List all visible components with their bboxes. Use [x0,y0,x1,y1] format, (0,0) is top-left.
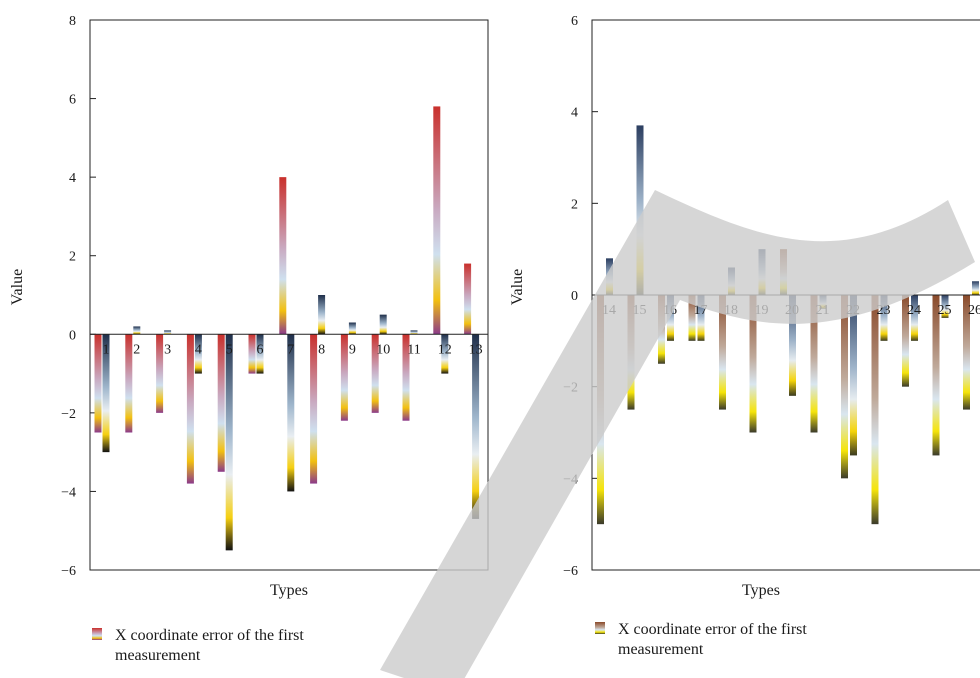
category-label: 2 [133,342,140,357]
category-label: 10 [376,342,390,357]
bar-2-s2 [133,326,141,335]
bar-24-s2 [911,295,918,341]
bar-6-s2 [256,334,264,374]
y-tick-label: 8 [69,14,76,29]
bar-16-s2 [667,295,674,341]
bar-8-s2 [318,295,326,335]
bar-25-s1 [932,295,940,456]
bar-4-s2 [194,334,202,374]
bar-5-s1 [217,334,225,472]
bar-6-s1 [248,334,256,374]
legend-label: X coordinate error of the first [618,621,807,638]
bar-17-s1 [688,295,696,341]
y-tick-label: 4 [571,106,578,121]
bar-5-s2 [225,334,233,551]
y-tick-label: 0 [69,328,76,343]
bar-13-s1 [464,263,472,335]
bar-15-s2 [636,125,644,296]
category-label: 13 [469,342,483,357]
bar-22-s1 [841,295,848,479]
category-label: 6 [257,342,264,357]
bar-19-s1 [749,295,757,433]
bar-18-s1 [719,295,726,410]
y-tick-label: 2 [69,250,76,265]
category-label: 3 [164,342,171,357]
y-tick-label: −2 [61,407,76,422]
category-label: 24 [907,303,921,318]
legend-label: X coordinate error of the first [115,627,304,644]
bar-9-s1 [340,334,348,421]
bar-26-s1 [963,295,970,410]
y-tick-label: 2 [571,197,578,212]
y-axis-label: Value [509,269,526,305]
y-axis-label: Value [9,269,26,305]
y-tick-label: 0 [571,289,578,304]
bar-1-s1 [94,334,102,433]
bar-12-s1 [433,106,441,335]
y-tick-label: 6 [571,14,578,29]
bar-11-s2 [410,330,418,335]
y-tick-label: −4 [61,485,76,500]
bar-8-s1 [310,334,318,484]
bar-12-s2 [441,334,449,374]
legend-swatch [92,628,102,640]
y-tick-label: −6 [563,564,578,579]
bar-11-s1 [402,334,410,421]
bar-20-s2 [789,295,796,396]
y-tick-label: −6 [61,564,76,579]
plot-frame [89,19,489,571]
category-label: 4 [195,342,202,357]
y-tick-label: 4 [69,171,76,186]
bar-21-s1 [810,295,818,433]
bar-24-s1 [902,295,909,387]
legend-label-cont: measurement [115,647,201,664]
y-tick-label: 6 [69,93,76,108]
bar-22-s2 [850,295,857,456]
watermark-overlay [380,190,975,678]
bar-10-s1 [371,334,379,413]
bar-10-s2 [379,314,387,335]
category-label: 12 [438,342,452,357]
bar-3-s1 [156,334,164,413]
bar-4-s1 [186,334,194,484]
bar-1-s2 [102,334,110,453]
bar-25-s2 [941,295,949,318]
category-label: 26 [968,303,980,318]
category-label: 1 [103,342,110,357]
legend-label-cont: measurement [618,641,704,658]
legend-swatch [595,622,605,634]
legend: X coordinate error of the first measureme… [92,627,304,664]
bar-26-s2 [972,281,979,295]
x-axis-label: Types [270,582,308,599]
bar-7-s1 [279,177,287,335]
category-label: 7 [287,342,294,357]
category-label: 9 [349,342,356,357]
category-label: 25 [938,303,952,318]
category-label: 8 [318,342,325,357]
category-label: 11 [407,342,420,357]
bar-2-s1 [125,334,133,433]
bar-7-s2 [287,334,295,492]
bar-9-s2 [348,322,356,335]
bar-23-s1 [871,295,879,525]
x-axis-label: Types [742,582,780,599]
bar-23-s2 [880,295,888,341]
bar-13-s2 [472,334,480,519]
bar-17-s2 [697,295,705,341]
category-label: 5 [226,342,233,357]
bar-3-s2 [164,330,172,335]
legend: X coordinate error of the first measureme… [595,621,807,658]
